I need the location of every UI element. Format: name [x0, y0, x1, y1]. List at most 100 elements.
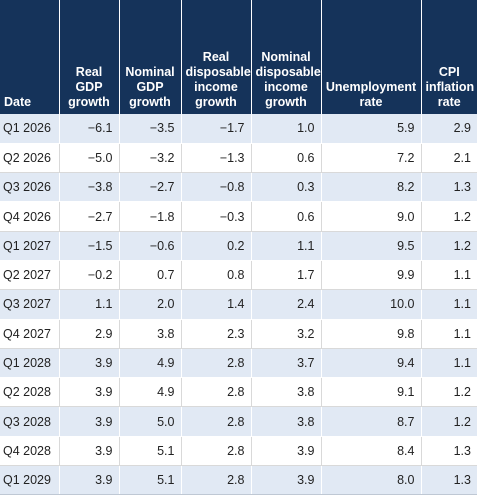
nominal-disposable-income-cell: 1.0: [250, 114, 321, 144]
nominal-disposable-income-cell: 0.6: [250, 201, 321, 232]
date-cell: Q4 2028: [0, 436, 59, 467]
real-disposable-income-cell: 1.4: [180, 289, 251, 320]
unemployment-rate-cell: 8.0: [320, 465, 421, 495]
nominal-gdp-cell: −3.5: [118, 114, 181, 144]
real-disposable-income-cell: −1.7: [180, 114, 251, 144]
nominal-disposable-income-cell: 3.8: [250, 377, 321, 408]
nominal-gdp-cell: −2.7: [118, 172, 181, 203]
nominal-gdp-cell: 0.7: [118, 260, 181, 291]
header-nominal-gdp-growth: Nominal GDP growth: [118, 0, 181, 114]
real-disposable-income-cell: 0.8: [180, 260, 251, 291]
header-unemployment-rate: Unemployment rate: [320, 0, 421, 114]
nominal-gdp-cell: 5.1: [118, 465, 181, 495]
table-row: Q2 2028 3.9 4.9 2.8 3.8 9.1 1.2: [0, 377, 477, 408]
table-row: Q4 2027 2.9 3.8 2.3 3.2 9.8 1.1: [0, 319, 477, 349]
table-row: Q3 2027 1.1 2.0 1.4 2.4 10.0 1.1: [0, 289, 477, 320]
nominal-disposable-income-cell: 3.9: [250, 465, 321, 495]
date-cell: Q2 2027: [0, 260, 59, 291]
nominal-gdp-cell: 2.0: [118, 289, 181, 320]
cpi-inflation-cell: 1.1: [420, 319, 477, 349]
cpi-inflation-cell: 1.3: [420, 436, 477, 467]
real-disposable-income-cell: −1.3: [180, 143, 251, 174]
table-row: Q2 2027 −0.2 0.7 0.8 1.7 9.9 1.1: [0, 260, 477, 291]
real-gdp-cell: 2.9: [58, 319, 119, 349]
date-cell: Q1 2029: [0, 465, 59, 495]
cpi-inflation-cell: 2.9: [420, 114, 477, 144]
unemployment-rate-cell: 10.0: [320, 289, 421, 320]
cpi-inflation-cell: 1.1: [420, 289, 477, 320]
nominal-gdp-cell: −3.2: [118, 143, 181, 174]
date-cell: Q4 2027: [0, 319, 59, 349]
unemployment-rate-cell: 7.2: [320, 143, 421, 174]
date-cell: Q3 2026: [0, 172, 59, 203]
cpi-inflation-cell: 1.3: [420, 465, 477, 495]
real-gdp-cell: −1.5: [58, 231, 119, 261]
header-nominal-disposable-income-growth: Nominal disposable income growth: [250, 0, 321, 114]
real-gdp-cell: 3.9: [58, 406, 119, 437]
real-disposable-income-cell: 2.8: [180, 406, 251, 437]
nominal-gdp-cell: 4.9: [118, 377, 181, 408]
cpi-inflation-cell: 1.3: [420, 172, 477, 203]
real-gdp-cell: 3.9: [58, 348, 119, 379]
nominal-disposable-income-cell: 1.7: [250, 260, 321, 291]
real-gdp-cell: −3.8: [58, 172, 119, 203]
nominal-gdp-cell: 4.9: [118, 348, 181, 379]
date-cell: Q2 2028: [0, 377, 59, 408]
table-row: Q1 2028 3.9 4.9 2.8 3.7 9.4 1.1: [0, 348, 477, 379]
cpi-inflation-cell: 1.2: [420, 201, 477, 232]
nominal-gdp-cell: −1.8: [118, 201, 181, 232]
date-cell: Q4 2026: [0, 201, 59, 232]
nominal-gdp-cell: −0.6: [118, 231, 181, 261]
table-row: Q4 2028 3.9 5.1 2.8 3.9 8.4 1.3: [0, 436, 477, 467]
cpi-inflation-cell: 1.1: [420, 260, 477, 291]
unemployment-rate-cell: 9.0: [320, 201, 421, 232]
date-cell: Q1 2026: [0, 114, 59, 144]
real-gdp-cell: −0.2: [58, 260, 119, 291]
unemployment-rate-cell: 5.9: [320, 114, 421, 144]
real-gdp-cell: −6.1: [58, 114, 119, 144]
table-row: Q4 2026 −2.7 −1.8 −0.3 0.6 9.0 1.2: [0, 201, 477, 232]
nominal-disposable-income-cell: 0.3: [250, 172, 321, 203]
table-body: Q1 2026 −6.1 −3.5 −1.7 1.0 5.9 2.9 Q2 2026 −5.0−…: [0, 114, 477, 495]
nominal-disposable-income-cell: 2.4: [250, 289, 321, 320]
nominal-disposable-income-cell: 3.2: [250, 319, 321, 349]
nominal-disposable-income-cell: 3.9: [250, 436, 321, 467]
real-gdp-cell: 3.9: [58, 436, 119, 467]
nominal-gdp-cell: 5.1: [118, 436, 181, 467]
header-real-disposable-income-growth: Real disposable income growth: [180, 0, 251, 114]
header-cpi-inflation-rate: CPI inflation rate: [420, 0, 477, 114]
header-date: Date: [0, 0, 59, 114]
table-row: Q1 2026 −6.1 −3.5 −1.7 1.0 5.9 2.9: [0, 114, 477, 144]
nominal-disposable-income-cell: 0.6: [250, 143, 321, 174]
date-cell: Q1 2027: [0, 231, 59, 261]
real-disposable-income-cell: 2.8: [180, 436, 251, 467]
nominal-gdp-cell: 5.0: [118, 406, 181, 437]
cpi-inflation-cell: 2.1: [420, 143, 477, 174]
cpi-inflation-cell: 1.1: [420, 348, 477, 379]
unemployment-rate-cell: 9.9: [320, 260, 421, 291]
table-row: Q3 2028 3.9 5.0 2.8 3.8 8.7 1.2: [0, 406, 477, 437]
header-row: Date Real GDP growth Nominal GDP growth …: [0, 0, 477, 114]
real-disposable-income-cell: 0.2: [180, 231, 251, 261]
real-gdp-cell: −2.7: [58, 201, 119, 232]
table-row: Q1 2029 3.9 5.1 2.8 3.9 8.0 1.3: [0, 465, 477, 495]
date-cell: Q3 2028: [0, 406, 59, 437]
real-disposable-income-cell: 2.8: [180, 465, 251, 495]
unemployment-rate-cell: 8.4: [320, 436, 421, 467]
nominal-disposable-income-cell: 1.1: [250, 231, 321, 261]
unemployment-rate-cell: 9.1: [320, 377, 421, 408]
real-disposable-income-cell: 2.3: [180, 319, 251, 349]
real-gdp-cell: 3.9: [58, 377, 119, 408]
real-disposable-income-cell: 2.8: [180, 348, 251, 379]
real-gdp-cell: −5.0: [58, 143, 119, 174]
table-row: Q2 2026 −5.0 −3.2 −1.3 0.6 7.2 2.1: [0, 143, 477, 174]
unemployment-rate-cell: 8.2: [320, 172, 421, 203]
date-cell: Q2 2026: [0, 143, 59, 174]
real-gdp-cell: 3.9: [58, 465, 119, 495]
cpi-inflation-cell: 1.2: [420, 377, 477, 408]
unemployment-rate-cell: 9.4: [320, 348, 421, 379]
unemployment-rate-cell: 9.8: [320, 319, 421, 349]
date-cell: Q1 2028: [0, 348, 59, 379]
table-header: Date Real GDP growth Nominal GDP growth …: [0, 0, 477, 114]
